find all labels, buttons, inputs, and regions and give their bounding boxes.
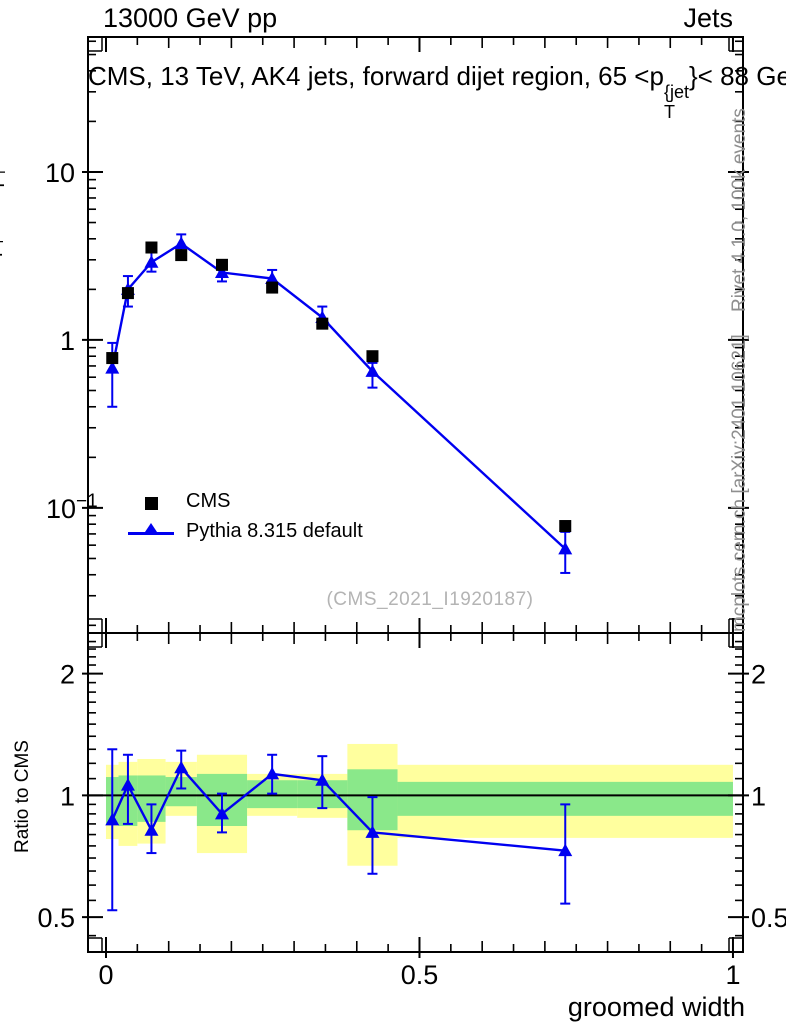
svg-text:0.5: 0.5	[401, 960, 439, 990]
legend-marker-cms-square	[145, 497, 158, 510]
legend-label-cms: CMS	[186, 490, 231, 512]
ylabel-frac2-den-a: d p	[0, 176, 5, 204]
pt-subscript: T	[663, 102, 675, 122]
ylabel-frac2-denominator: d pT dλ	[0, 137, 8, 208]
analysis-id-watermark: (CMS_2021_I1920187)	[326, 589, 534, 610]
ylabel-fraction-2: d2N d pT dλ	[0, 137, 8, 208]
pythia-series-ratio	[105, 748, 573, 912]
svg-text:2: 2	[751, 660, 766, 690]
pt-superscript: {jet	[663, 82, 689, 102]
ylabel-fraction-1: 1 dN / d pT	[0, 233, 6, 320]
ylabel-frac1-denominator: dN / d pT	[0, 233, 6, 320]
axis-tick-labels: 0 0.5 1 10 1 10−1 2 2 1 1 0.5 0.5	[37, 158, 786, 990]
y-axis-label: # 1 dN / d pT # d2N d pT dλ	[0, 137, 8, 338]
svg-text:10: 10	[45, 158, 75, 188]
svg-text:10−1: 10−1	[46, 491, 98, 524]
svg-text:1: 1	[60, 781, 75, 811]
x-axis-label: groomed width	[567, 992, 745, 1022]
plot-title-suffix: }< 88 GeV	[688, 61, 786, 91]
plot-title-text: CMS, 13 TeV, AK4 jets, forward dijet reg…	[88, 61, 664, 91]
svg-text:0: 0	[98, 960, 113, 990]
axis-ticks	[82, 37, 749, 958]
ratio-uncertainty-bands	[105, 743, 733, 866]
process-label: Jets	[683, 3, 733, 33]
svg-text:1: 1	[751, 781, 766, 811]
plot-title: CMS, 13 TeV, AK4 jets, forward dijet reg…	[88, 61, 786, 121]
pt-superscript-block: {jet T	[664, 83, 689, 121]
ylabel-frac1-den-sub: T	[0, 237, 6, 246]
rivet-version-note: Rivet 4.1.0, 100k events	[729, 108, 750, 312]
svg-text:2: 2	[60, 660, 75, 690]
legend-label-pythia: Pythia 8.315 default	[186, 520, 363, 542]
svg-text:1: 1	[60, 326, 75, 356]
svg-text:0.5: 0.5	[37, 903, 75, 933]
ylabel-frac2-den-sub: T	[0, 168, 8, 177]
mcplots-arxiv-note: mcplots.cern.ch [arXiv:2401.10621]	[729, 334, 750, 632]
ylabel-frac1-den-text: dN / d p	[0, 246, 3, 316]
svg-text:0.5: 0.5	[751, 903, 786, 933]
beam-energy-label: 13000 GeV pp	[103, 3, 278, 33]
ylabel-frac2-den-b: dλ	[0, 141, 5, 163]
svg-text:1: 1	[725, 960, 740, 990]
panel-frames	[87, 36, 744, 953]
ratio-axis-label: Ratio to CMS	[12, 740, 33, 853]
frame-corner-notches	[88, 37, 743, 952]
cms-series-main	[106, 241, 572, 533]
legend-marker-pythia-triangle	[143, 523, 159, 535]
